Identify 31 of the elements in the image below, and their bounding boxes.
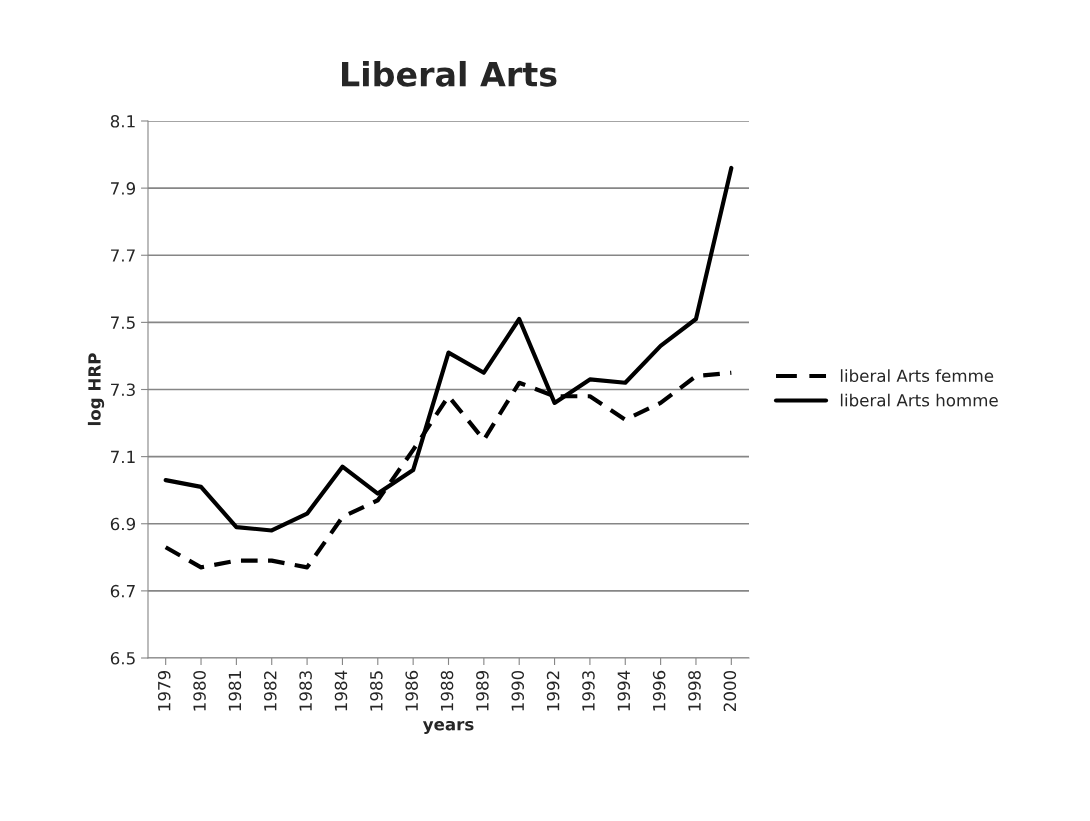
y-axis-title: log HRP	[87, 353, 105, 426]
x-tick-label: 1983	[299, 671, 312, 711]
y-tick-label: 7.3	[111, 383, 135, 397]
x-tick-label: 1993	[582, 671, 595, 711]
chart-title: Liberal Arts	[342, 60, 557, 87]
x-tick-label: 1992	[546, 671, 560, 711]
y-tick-label: 7.7	[111, 249, 135, 262]
x-axis-title: years	[422, 720, 474, 734]
y-tick-label: 6.9	[110, 517, 136, 531]
y-tick-label: 7.5	[111, 316, 135, 329]
x-tick-label: 1980	[193, 670, 206, 711]
x-tick-label: 1984	[334, 670, 348, 711]
x-tick-label: 1996	[652, 670, 666, 711]
x-tick-label: 2000	[723, 670, 737, 711]
x-tick-label: 1998	[688, 670, 701, 711]
y-tick-label: 6.5	[110, 651, 135, 665]
x-tick-label: 1985	[370, 671, 383, 711]
x-tick-label: 1989	[476, 670, 489, 711]
legend-label: liberal Arts homme	[840, 393, 998, 407]
y-tick-label: 8.1	[110, 114, 135, 128]
y-tick-label: 7.9	[111, 182, 136, 195]
x-tick-label: 1981	[228, 671, 242, 711]
y-tick-label: 7.1	[111, 450, 135, 463]
x-tick-label: 1990	[511, 670, 525, 711]
x-tick-label: 1982	[263, 671, 277, 711]
x-tick-label: 1979	[157, 670, 171, 711]
x-tick-label: 1988	[440, 670, 454, 711]
legend-label: liberal Arts femme	[840, 369, 994, 383]
y-tick-label: 6.7	[110, 584, 135, 598]
x-tick-label: 1994	[617, 670, 631, 711]
x-tick-label: 1986	[405, 670, 418, 711]
